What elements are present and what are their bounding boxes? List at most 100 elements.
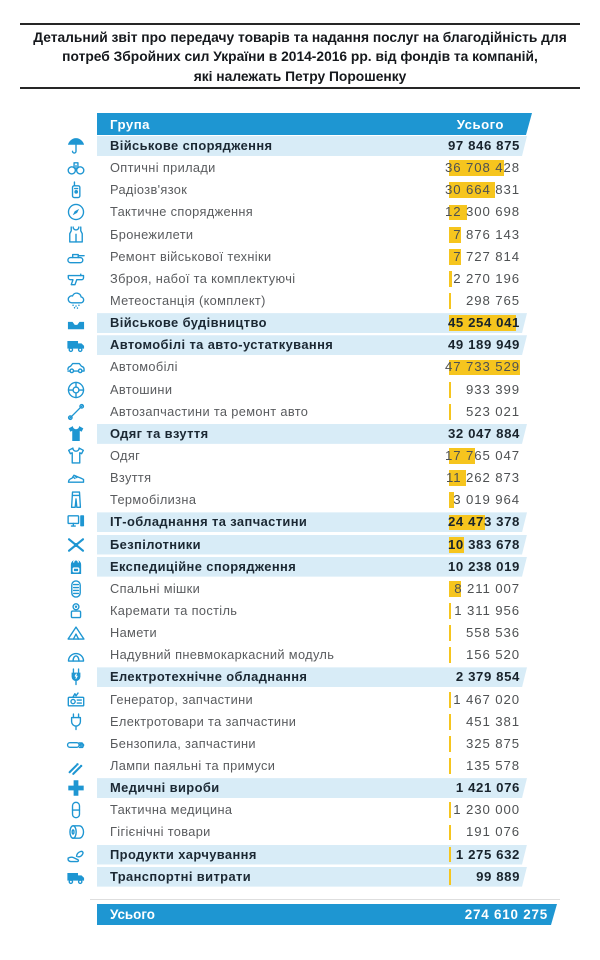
tent-icon bbox=[65, 622, 87, 644]
food-hands-icon bbox=[65, 844, 87, 866]
table-row: Тактична медицина 1 230 000 bbox=[0, 799, 600, 821]
umbrella-icon bbox=[65, 135, 87, 157]
category-row-band bbox=[97, 335, 527, 355]
value-highlight-bar bbox=[449, 868, 451, 885]
row-value: 24 473 378 bbox=[447, 514, 520, 530]
row-value: 11 262 873 bbox=[445, 470, 520, 486]
value-highlight-bar bbox=[449, 758, 451, 774]
row-label: Медичні вироби bbox=[110, 780, 220, 796]
row-label: Каремати та постіль bbox=[110, 602, 238, 618]
category-row-band bbox=[97, 512, 527, 532]
table-row: Метеостанція (комплект) 298 765 bbox=[0, 290, 600, 312]
table-row: Транспортні витрати 99 889 bbox=[0, 866, 600, 888]
table-row: ІТ-обладнання та запчастини 24 473 378 bbox=[0, 511, 600, 533]
table-row: Електротовари та запчастини 451 381 bbox=[0, 711, 600, 733]
row-label: Одяг bbox=[110, 447, 141, 463]
row-value: 2 379 854 bbox=[455, 669, 520, 685]
row-label: Автомобілі bbox=[110, 359, 178, 375]
title-bottom-divider-line bbox=[20, 87, 580, 90]
row-label: Безпілотники bbox=[110, 536, 201, 552]
row-label: Бронежилети bbox=[110, 226, 194, 242]
table-row: Гігієнічні товари 191 076 bbox=[0, 821, 600, 843]
table-row: Медичні вироби 1 421 076 bbox=[0, 777, 600, 799]
drone-icon bbox=[65, 534, 87, 556]
table-row: Бронежилети 7 876 143 bbox=[0, 224, 600, 246]
value-highlight-bar bbox=[449, 182, 495, 199]
car-icon bbox=[65, 356, 87, 378]
table-row: Лампи паяльні та примуси 135 578 bbox=[0, 755, 600, 777]
pistol-icon bbox=[65, 268, 87, 290]
row-value: 49 189 949 bbox=[447, 337, 520, 353]
category-row-band bbox=[97, 845, 527, 865]
camp-mat-icon bbox=[65, 600, 87, 622]
boot-icon bbox=[65, 467, 87, 489]
row-label: Генератор, запчастини bbox=[110, 691, 254, 707]
table-header: Група Усього bbox=[97, 113, 532, 135]
value-highlight-bar bbox=[449, 403, 451, 420]
value-highlight-bar bbox=[449, 514, 486, 531]
row-value: 3 019 964 bbox=[453, 492, 520, 508]
row-label: Експедиційне спорядження bbox=[110, 558, 297, 574]
row-label: Автошини bbox=[110, 381, 173, 397]
value-highlight-bar bbox=[449, 846, 451, 863]
category-row-band bbox=[97, 313, 527, 333]
table-row: Спальні мішки 8 211 007 bbox=[0, 578, 600, 600]
row-value: 45 254 041 bbox=[447, 315, 520, 331]
value-highlight-bar bbox=[449, 625, 451, 642]
tank-icon bbox=[65, 246, 87, 268]
value-highlight-bar bbox=[449, 359, 520, 376]
delivery-truck-icon bbox=[65, 866, 87, 888]
backpack-icon bbox=[65, 556, 87, 578]
row-label: Радіозв'язок bbox=[110, 182, 188, 198]
blowtorch-icon bbox=[65, 755, 87, 777]
table-row: Термобілизна 3 019 964 bbox=[0, 489, 600, 511]
row-value: 99 889 bbox=[476, 868, 520, 884]
row-label: Намети bbox=[110, 625, 157, 641]
value-highlight-bar bbox=[449, 315, 517, 332]
value-highlight-bar bbox=[449, 802, 451, 819]
value-highlight-bar bbox=[449, 248, 461, 265]
table-row: Електротехнічне обладнання 2 379 854 bbox=[0, 666, 600, 688]
bunker-icon bbox=[65, 312, 87, 334]
plug-icon bbox=[65, 711, 87, 733]
value-highlight-bar bbox=[449, 381, 451, 398]
row-label: Військове спорядження bbox=[110, 138, 273, 153]
row-value: 1 275 632 bbox=[455, 846, 520, 862]
grand-total-row: Усього 274 610 275 bbox=[97, 904, 557, 925]
row-label: Термобілизна bbox=[110, 492, 197, 508]
value-highlight-bar bbox=[449, 470, 466, 487]
row-label: Автозапчастини та ремонт авто bbox=[110, 403, 309, 419]
row-value: 36 708 428 bbox=[444, 160, 520, 176]
value-highlight-bar bbox=[449, 492, 454, 509]
column-group-label: Група bbox=[110, 116, 150, 132]
row-value: 558 536 bbox=[466, 625, 520, 641]
row-label: Спальні мішки bbox=[110, 580, 201, 596]
row-value: 1 230 000 bbox=[453, 802, 520, 818]
generator-icon bbox=[65, 689, 87, 711]
category-row-band bbox=[97, 557, 527, 577]
chainsaw-icon bbox=[65, 733, 87, 755]
body-armor-icon bbox=[65, 224, 87, 246]
table-rows: Військове спорядження 97 846 875 Оптичні п… bbox=[0, 135, 600, 888]
category-row-band bbox=[97, 535, 527, 555]
row-value: 298 765 bbox=[466, 292, 520, 308]
value-highlight-bar bbox=[449, 603, 451, 619]
dome-tent-icon bbox=[65, 644, 87, 666]
pill-icon bbox=[65, 799, 87, 821]
row-value: 17 765 047 bbox=[444, 447, 520, 463]
sleeping-bag-icon bbox=[65, 578, 87, 600]
table-row: Автомобілі 47 733 529 bbox=[0, 356, 600, 378]
row-value: 10 383 678 bbox=[447, 536, 520, 552]
row-value: 325 875 bbox=[466, 735, 520, 751]
value-highlight-bar bbox=[449, 226, 461, 243]
grand-total-value: 274 610 275 bbox=[464, 907, 548, 922]
table-row: Зброя, набої та комплектуючі 2 270 196 bbox=[0, 268, 600, 290]
value-highlight-bar bbox=[449, 581, 462, 597]
table-row: Намети 558 536 bbox=[0, 622, 600, 644]
row-label: Продукти харчування bbox=[110, 846, 257, 862]
row-label: Бензопила, запчастини bbox=[110, 735, 256, 751]
row-value: 8 211 007 bbox=[454, 580, 520, 596]
row-label: Електротовари та запчастини bbox=[110, 713, 297, 729]
value-highlight-bar bbox=[449, 824, 451, 841]
table-row: Ремонт військової техніки 7 727 814 bbox=[0, 246, 600, 268]
